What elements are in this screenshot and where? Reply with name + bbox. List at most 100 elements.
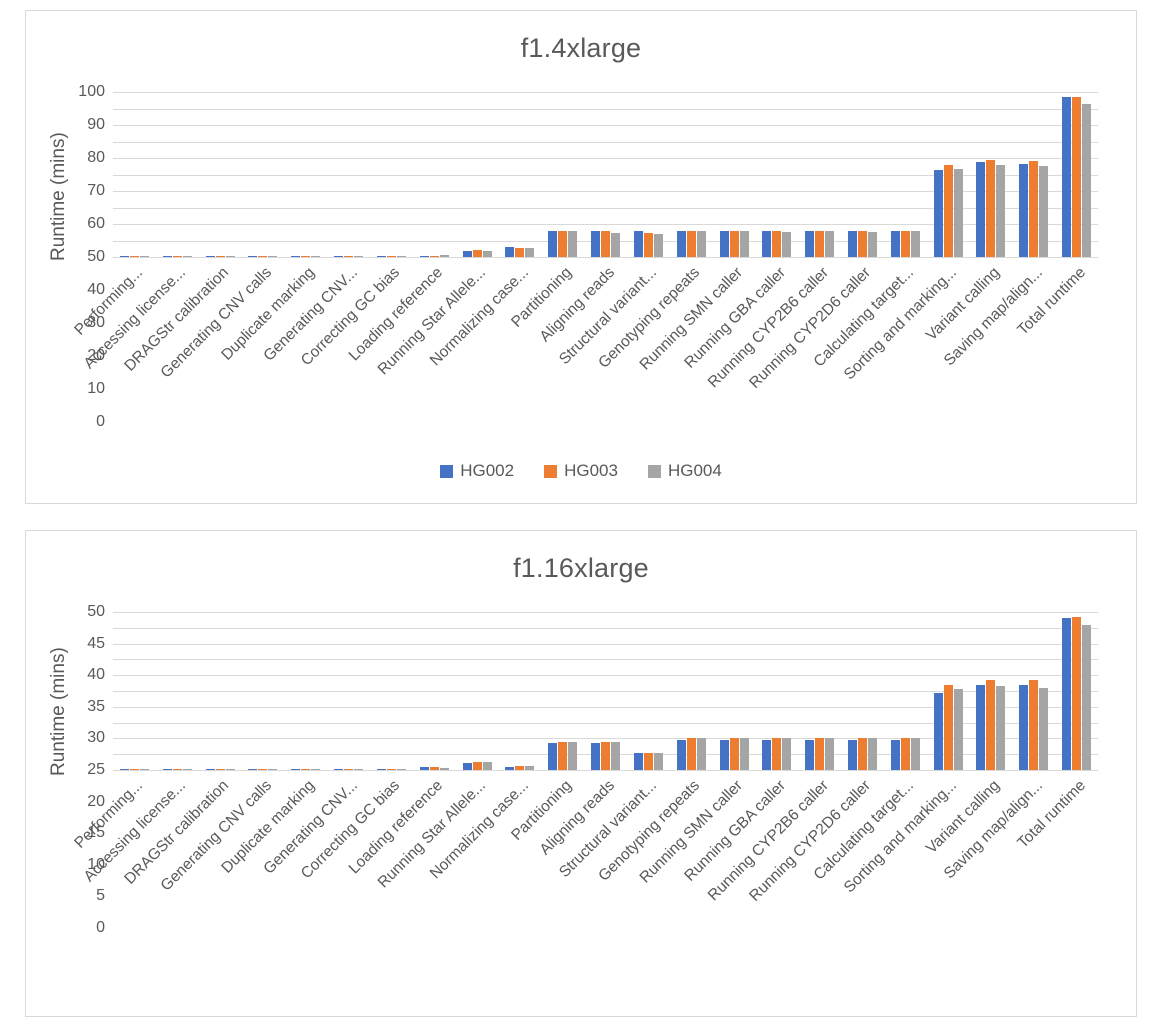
bar[interactable]: [900, 738, 910, 770]
bar[interactable]: [354, 768, 364, 770]
bar[interactable]: [996, 686, 1006, 770]
bar[interactable]: [825, 738, 835, 770]
bar[interactable]: [268, 768, 278, 770]
bar[interactable]: [119, 768, 129, 770]
bar[interactable]: [472, 250, 482, 257]
bar[interactable]: [334, 255, 344, 257]
bar[interactable]: [548, 743, 558, 770]
bar[interactable]: [568, 741, 578, 770]
bar[interactable]: [344, 255, 354, 257]
bar[interactable]: [900, 230, 910, 257]
bar[interactable]: [482, 251, 492, 257]
bar[interactable]: [568, 231, 578, 257]
bar[interactable]: [429, 767, 439, 770]
bar[interactable]: [129, 768, 139, 770]
bar[interactable]: [847, 231, 857, 257]
bar[interactable]: [1039, 166, 1049, 257]
bar[interactable]: [996, 165, 1006, 257]
bar[interactable]: [429, 255, 439, 257]
bar[interactable]: [633, 752, 643, 770]
bar[interactable]: [815, 738, 825, 770]
bar[interactable]: [334, 768, 344, 770]
bar[interactable]: [419, 255, 429, 257]
bar[interactable]: [772, 230, 782, 257]
bar[interactable]: [633, 231, 643, 257]
bar[interactable]: [248, 255, 258, 257]
bar[interactable]: [805, 231, 815, 257]
bar[interactable]: [601, 741, 611, 770]
bar[interactable]: [867, 738, 877, 770]
bar[interactable]: [782, 232, 792, 257]
bar[interactable]: [139, 768, 149, 770]
bar[interactable]: [548, 231, 558, 257]
bar[interactable]: [1062, 96, 1072, 257]
bar[interactable]: [815, 230, 825, 257]
bar[interactable]: [762, 739, 772, 770]
bar[interactable]: [782, 738, 792, 770]
bar[interactable]: [686, 738, 696, 770]
bar[interactable]: [558, 230, 568, 257]
bar[interactable]: [1019, 684, 1029, 770]
bar[interactable]: [1029, 161, 1039, 257]
bar[interactable]: [643, 233, 653, 257]
bar[interactable]: [739, 738, 749, 770]
bar[interactable]: [172, 255, 182, 257]
bar[interactable]: [611, 233, 621, 257]
bar[interactable]: [215, 255, 225, 257]
bar[interactable]: [311, 255, 321, 257]
bar[interactable]: [1072, 616, 1082, 770]
bar[interactable]: [225, 255, 235, 257]
bar[interactable]: [258, 255, 268, 257]
bar[interactable]: [676, 231, 686, 257]
bar[interactable]: [719, 739, 729, 770]
bar[interactable]: [739, 231, 749, 257]
bar[interactable]: [943, 165, 953, 257]
bar[interactable]: [344, 768, 354, 770]
bar[interactable]: [910, 738, 920, 770]
bar[interactable]: [976, 684, 986, 770]
bar[interactable]: [953, 168, 963, 257]
bar[interactable]: [482, 762, 492, 770]
bar[interactable]: [729, 738, 739, 770]
bar[interactable]: [205, 768, 215, 770]
bar[interactable]: [215, 768, 225, 770]
legend-item[interactable]: HG003: [544, 461, 618, 481]
bar[interactable]: [1029, 679, 1039, 770]
bar[interactable]: [515, 247, 525, 257]
bar[interactable]: [439, 255, 449, 257]
bar[interactable]: [805, 739, 815, 770]
bar[interactable]: [1062, 618, 1072, 770]
bar[interactable]: [462, 251, 472, 257]
bar[interactable]: [1072, 96, 1082, 257]
bar[interactable]: [591, 231, 601, 257]
bar[interactable]: [601, 231, 611, 257]
bar[interactable]: [419, 767, 429, 770]
bar[interactable]: [933, 692, 943, 770]
bar[interactable]: [762, 231, 772, 257]
bar[interactable]: [857, 738, 867, 770]
bar[interactable]: [910, 231, 920, 257]
bar[interactable]: [890, 739, 900, 770]
bar[interactable]: [825, 231, 835, 257]
bar[interactable]: [268, 255, 278, 257]
bar[interactable]: [139, 255, 149, 257]
bar[interactable]: [129, 255, 139, 257]
bar[interactable]: [119, 255, 129, 257]
bar[interactable]: [847, 739, 857, 770]
bar[interactable]: [676, 739, 686, 770]
bar[interactable]: [643, 752, 653, 770]
bar[interactable]: [396, 255, 406, 257]
bar[interactable]: [172, 768, 182, 770]
bar[interactable]: [525, 766, 535, 770]
bar[interactable]: [1082, 103, 1092, 257]
bar[interactable]: [653, 752, 663, 770]
bar[interactable]: [525, 247, 535, 257]
bar[interactable]: [301, 768, 311, 770]
bar[interactable]: [953, 689, 963, 770]
bar[interactable]: [986, 159, 996, 257]
bar[interactable]: [515, 766, 525, 770]
bar[interactable]: [505, 767, 515, 770]
bar[interactable]: [376, 255, 386, 257]
legend-item[interactable]: HG002: [440, 461, 514, 481]
bar[interactable]: [291, 768, 301, 770]
